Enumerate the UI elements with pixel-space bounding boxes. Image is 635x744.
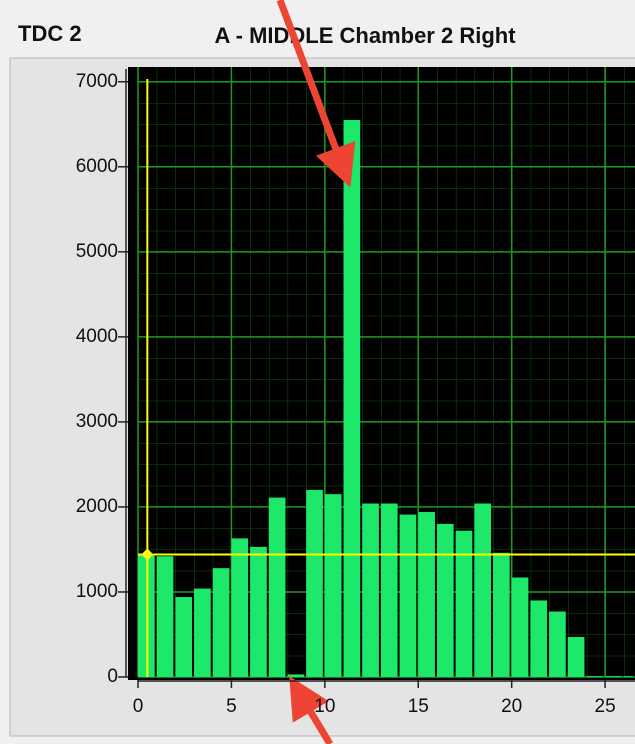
bar [380,503,398,677]
bar [586,676,604,677]
panel-label: TDC 2 [18,21,82,46]
bar [530,600,548,677]
bar [549,611,566,677]
cursor-point [141,548,154,561]
bar [212,568,230,677]
annotation-arrow [276,0,356,188]
bar [231,538,249,677]
bar [362,503,379,677]
y-tick-label: 6000 [76,156,118,177]
bar [250,546,267,677]
bar [343,120,361,677]
y-tick-label: 1000 [76,581,118,602]
bar [436,523,454,677]
x-tick-label: 15 [408,696,429,717]
y-tick-label: 7000 [76,71,118,92]
bar [418,512,435,677]
bar [287,674,305,677]
bar [511,577,529,677]
bar [175,597,193,677]
y-tick-label: 3000 [76,411,118,432]
chart-title: A - MIDDLE Chamber 2 Right [214,23,516,48]
bar [156,556,174,677]
y-tick-label: 5000 [76,241,118,262]
bar [474,503,491,677]
bar [194,588,211,677]
bar [455,530,473,677]
bar [605,676,622,677]
y-tick-label: 2000 [76,496,118,517]
x-tick-label: 25 [595,696,616,717]
bar [623,676,633,677]
bar [306,489,323,677]
y-tick-label: 0 [107,666,118,687]
bar [567,637,585,677]
annotation-arrow [289,675,334,744]
bar [268,497,286,677]
x-tick-label: 10 [314,696,335,717]
x-tick-label: 5 [226,696,237,717]
bar [493,552,510,677]
x-tick-label: 20 [501,696,522,717]
y-tick-label: 4000 [76,326,118,347]
bar [399,514,417,677]
bar [324,494,342,677]
x-tick-label: 0 [133,696,144,717]
